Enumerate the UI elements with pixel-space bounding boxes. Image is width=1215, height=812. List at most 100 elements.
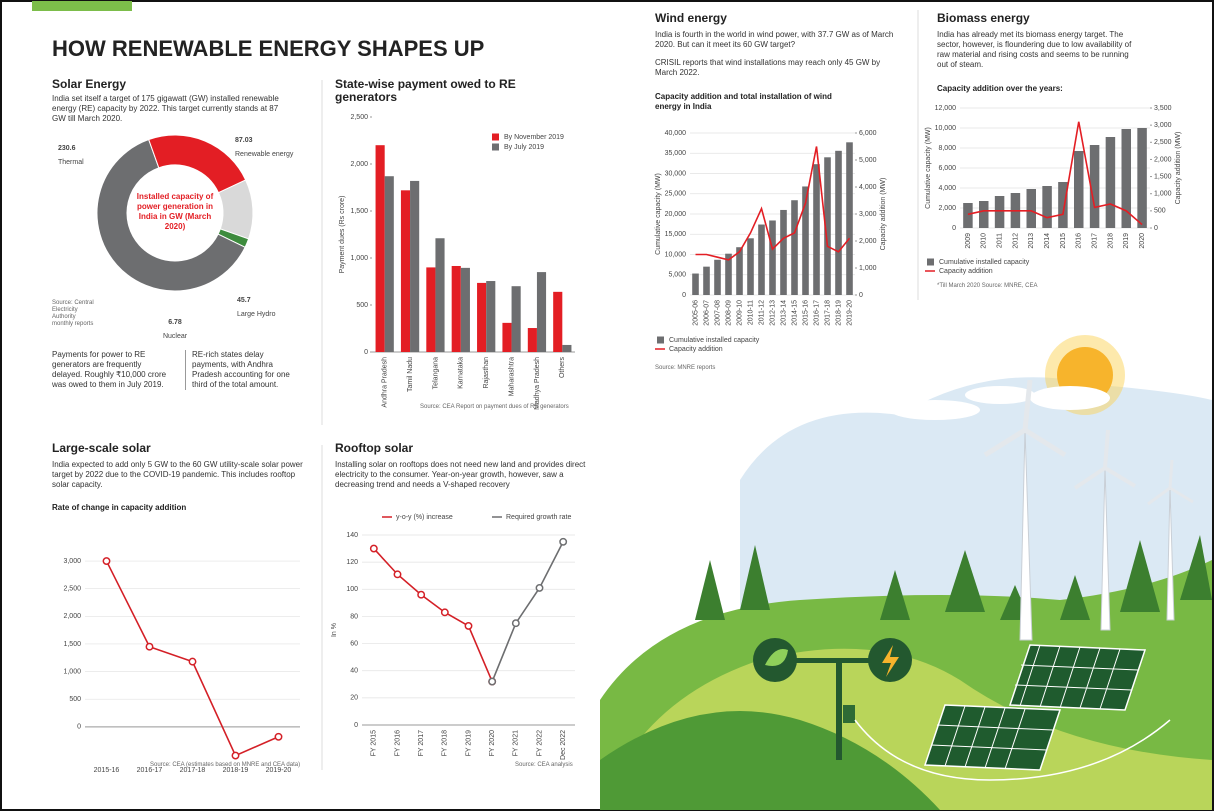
cloud [965,386,1035,404]
x-tick-label: Maharashtra [508,357,515,396]
y-tick-label: 10,000 [935,125,957,132]
bar [512,286,521,352]
point [394,571,400,577]
x-tick-label: 2018-19 [835,300,842,326]
point [371,545,377,551]
bar [461,268,470,352]
section-title: Large-scale solar [52,442,151,455]
x-tick-label: 2013 [1028,233,1035,249]
section-title: Biomass energy [937,12,1030,25]
x-tick-label: 2017-18 [824,300,831,326]
x-tick-label: 2005-06 [692,300,699,326]
x-tick-label: Dec 2022 [560,730,567,760]
x-tick-label: 2009-10 [736,300,743,326]
bar [963,203,973,228]
x-tick-label: 2013-14 [780,300,787,326]
y-tick-label: 20,000 [665,211,687,218]
sun [1030,335,1125,415]
y2-tick-label: 1,000 [859,265,877,272]
x-tick-label: Tamil Nadu [407,357,414,392]
bar [452,266,461,352]
y-tick-label: 500 [69,696,81,703]
axis-label: Payment dues (Rs crore) [339,196,346,274]
bar [435,238,444,352]
legend-label: By July 2019 [504,144,544,151]
y-tick-label: 1,500 [63,641,81,648]
bar [401,190,410,352]
point [418,592,424,598]
legend-label: Required growth rate [506,514,571,521]
point [146,644,152,650]
y-tick-label: 100 [346,586,358,593]
section-text: India expected to add only 5 GW to the 6… [52,460,307,490]
x-tick-label: 2007-08 [714,300,721,326]
section-text: India has already met its biomass energy… [937,30,1137,70]
category-label: Thermal [58,159,84,166]
bar [486,281,495,352]
bar [979,201,989,228]
legend-swatch [492,134,499,141]
y-tick-label: 1,500 [350,208,368,215]
y-tick-label: 140 [346,532,358,539]
x-tick-label: 2009 [965,233,972,249]
x-tick-label: FY 2015 [371,730,378,756]
bar [537,272,546,352]
x-tick-label: 2006-07 [703,300,710,326]
axis-label: Capacity addition (MW) [1175,132,1182,205]
point [275,734,281,740]
y-tick-label: 6,000 [938,165,956,172]
y-tick-label: 5,000 [668,272,686,279]
value-label: 87.03 [235,137,253,144]
x-tick-label: 2020 [1139,233,1146,249]
y2-tick-label: 500 [1154,208,1166,215]
bar [813,164,820,295]
bar [1074,151,1084,228]
bar [1106,137,1116,228]
x-tick-label: Rajasthan [483,357,490,389]
x-tick-label: Madhya Pradesh [534,357,541,410]
cloud [890,400,980,420]
legend-label: Cumulative installed capacity [669,337,760,344]
point [442,609,448,615]
y-tick-label: 60 [350,640,358,647]
tab [32,1,132,11]
section-title: Wind energy [655,12,727,25]
x-tick-label: 2018 [1107,233,1114,249]
section-title: Solar Energy [52,78,126,91]
bar [528,328,537,352]
legend-label: Capacity addition [669,346,723,353]
value-label: 6.78 [168,319,182,326]
y2-tick-label: 3,000 [859,211,877,218]
bar [376,145,385,352]
section-text: India is fourth in the world in wind pow… [655,30,895,50]
source: Source: MNRE reports [655,365,715,372]
bar [995,196,1005,228]
chart-subtitle: Capacity addition over the years: [937,84,1157,94]
category-label: Large Hydro [237,311,276,318]
axis-label: In % [331,623,338,637]
bar [385,176,394,352]
category-label: Renewable energy [235,151,294,158]
source: *Till March 2020 Source: MNRE, CEA [937,283,1037,290]
y2-tick-label: 1,000 [1154,191,1172,198]
x-tick-label: FY 2018 [442,730,449,756]
point [560,539,566,545]
bar [562,345,571,352]
legend-label: Cumulative installed capacity [939,259,1030,266]
value-label: 230.6 [58,145,76,152]
pie-slice [149,135,246,193]
y-tick-label: 0 [354,722,358,729]
y-tick-label: 0 [682,292,686,299]
legend-label: Capacity addition [939,268,993,275]
y2-tick-label: 3,000 [1154,122,1172,129]
legend-swatch [927,259,934,266]
section-title: State-wise payment owed to RE generators [335,78,545,104]
source: Source: CEA analysis [515,762,573,769]
legend-swatch [657,337,664,344]
bar [477,283,486,352]
x-tick-label: 2019 [1123,233,1130,249]
value-label: 45.7 [237,297,251,304]
bar [780,210,787,295]
x-tick-label: 2014 [1044,233,1051,249]
y2-tick-label: 3,500 [1154,105,1172,112]
